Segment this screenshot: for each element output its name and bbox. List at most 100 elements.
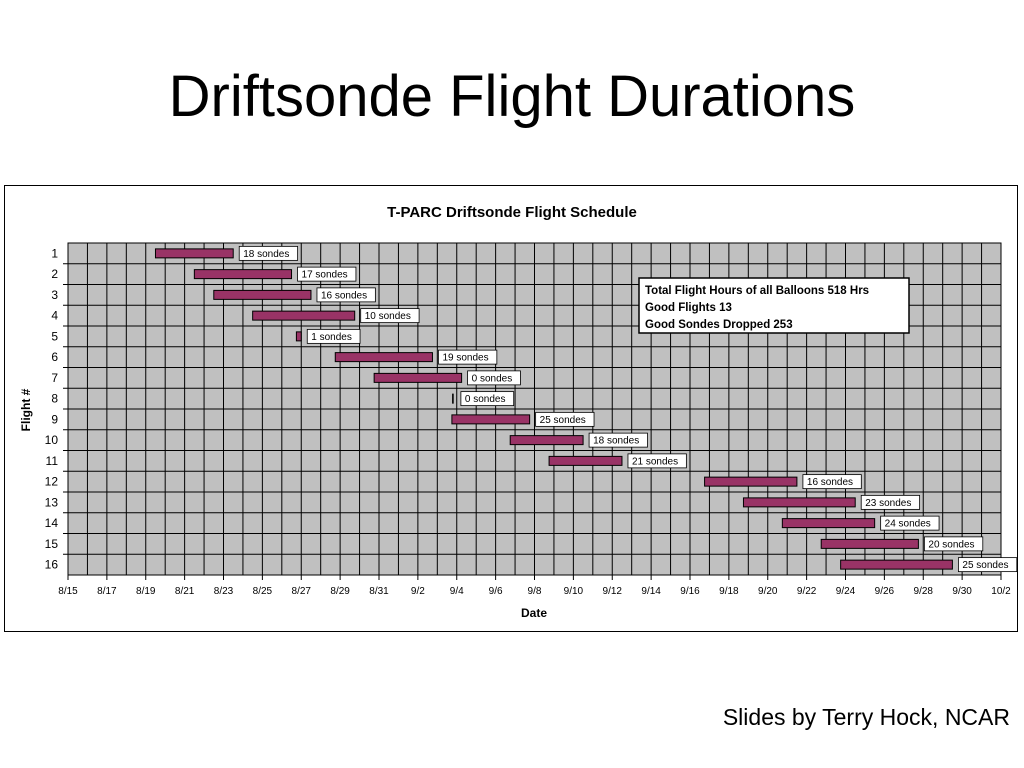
data-label: 18 sondes <box>593 436 639 447</box>
flight-bar <box>840 559 953 570</box>
x-tick-label: 8/15 <box>58 586 78 597</box>
y-tick-label: 7 <box>51 371 58 385</box>
data-label: 25 sondes <box>962 560 1008 571</box>
data-label-box <box>880 515 940 531</box>
y-tick-label: 9 <box>51 412 58 426</box>
y-tick-label: 11 <box>46 454 59 468</box>
flight-bar <box>781 518 876 529</box>
x-tick-label: 8/23 <box>214 586 234 597</box>
data-label-box <box>316 287 376 303</box>
y-tick-label: 15 <box>45 537 59 551</box>
data-label-box <box>860 494 921 510</box>
data-label: 20 sondes <box>928 539 974 550</box>
data-label-box <box>627 453 687 469</box>
x-tick-label: 8/21 <box>175 586 195 597</box>
y-tick-label: 2 <box>51 267 58 281</box>
y-tick-label: 10 <box>45 433 59 447</box>
x-tick-label: 8/19 <box>136 586 156 597</box>
flight-bar <box>451 414 531 425</box>
slide-title: Driftsonde Flight Durations <box>168 64 856 129</box>
x-tick-label: 9/26 <box>875 586 895 597</box>
data-label: 1 sondes <box>311 332 352 343</box>
plot-area: 8/15 8/17 8/19 8/21 8/23 8/25 8/27 8/29 8/31 9/2 9… <box>45 242 1017 597</box>
data-label: 23 sondes <box>865 498 911 509</box>
data-label-box <box>238 245 299 261</box>
x-tick-label: 8/31 <box>369 586 389 597</box>
x-tick-label: 9/16 <box>680 586 700 597</box>
data-label-box <box>306 328 361 344</box>
data-label-box <box>923 536 984 552</box>
x-tick-label: 9/14 <box>641 586 661 597</box>
data-label: 16 sondes <box>807 477 853 488</box>
x-tick-label: 9/12 <box>603 586 623 597</box>
x-tick-label: 10/2 <box>991 586 1011 597</box>
x-tick-label: 9/22 <box>797 586 817 597</box>
data-label: 17 sondes <box>302 270 348 281</box>
x-tick-label: 8/29 <box>330 586 350 597</box>
data-label-box <box>297 266 357 282</box>
slide-credit: Slides by Terry Hock, NCAR <box>722 704 1010 730</box>
flight-bar <box>154 248 234 259</box>
x-tick-label: 9/10 <box>564 586 584 597</box>
gantt-chart: T-PARC Driftsonde Flight Schedule 8/15 8/… <box>19 204 1017 620</box>
data-label-box <box>438 349 498 365</box>
data-label: 16 sondes <box>321 290 367 301</box>
data-label: 25 sondes <box>540 415 586 426</box>
summary-annotation-line: Total Flight Hours of all Balloons 518 H… <box>645 285 869 297</box>
flight-bar <box>509 435 584 446</box>
flight-bar <box>193 269 293 280</box>
x-tick-label: 9/30 <box>952 586 972 597</box>
x-tick-label: 8/27 <box>292 586 312 597</box>
data-label-box <box>802 474 862 490</box>
summary-annotation-line: Good Flights 13 <box>645 302 732 314</box>
x-tick-label: 9/18 <box>719 586 739 597</box>
chart-title: T-PARC Driftsonde Flight Schedule <box>387 204 637 221</box>
flight-bar <box>252 310 356 321</box>
x-tick-label: 9/20 <box>758 586 778 597</box>
flight-bar <box>704 476 798 487</box>
x-tick-label: 9/28 <box>914 586 934 597</box>
data-label: 19 sondes <box>442 353 488 364</box>
y-tick-label: 14 <box>45 516 59 530</box>
y-tick-label: 12 <box>45 475 59 489</box>
y-tick-label: 6 <box>51 350 58 364</box>
x-tick-label: 8/17 <box>97 586 117 597</box>
chart-frame: T-PARC Driftsonde Flight Schedule 8/15 8/… <box>4 185 1018 632</box>
y-axis-label: Flight # <box>19 388 33 431</box>
flight-bar <box>742 497 856 508</box>
x-tick-label: 9/8 <box>528 586 542 597</box>
data-label-box <box>460 391 515 407</box>
data-label-box <box>467 370 521 386</box>
y-tick-label: 3 <box>51 288 58 302</box>
x-tick-label: 9/2 <box>411 586 425 597</box>
flight-bar <box>295 331 302 342</box>
flight-bar <box>334 352 433 363</box>
x-tick-label: 9/4 <box>450 586 464 597</box>
flight-bar <box>820 538 919 549</box>
summary-annotation-box <box>638 277 910 334</box>
x-tick-label: 8/25 <box>253 586 273 597</box>
flight-bar <box>373 372 463 383</box>
data-label: 0 sondes <box>465 394 506 405</box>
y-tick-label: 1 <box>51 246 58 260</box>
x-tick-label: 9/6 <box>489 586 503 597</box>
y-tick-label: 16 <box>45 558 59 572</box>
data-label-box <box>588 432 648 448</box>
y-tick-label: 8 <box>51 392 58 406</box>
data-label: 0 sondes <box>472 373 513 384</box>
x-axis-label: Date <box>521 606 547 620</box>
data-label-box <box>958 557 1017 573</box>
data-label: 10 sondes <box>365 311 411 322</box>
y-tick-label: 4 <box>51 309 58 323</box>
flight-bar <box>213 289 312 300</box>
data-label-box <box>360 308 420 324</box>
data-label-box <box>535 411 595 427</box>
y-tick-label: 5 <box>51 329 58 343</box>
data-label: 21 sondes <box>632 456 678 467</box>
data-label: 18 sondes <box>243 249 289 260</box>
summary-annotation-line: Good Sondes Dropped 253 <box>645 319 793 331</box>
data-label: 24 sondes <box>885 519 931 530</box>
y-tick-label: 13 <box>45 495 59 509</box>
x-tick-label: 9/24 <box>836 586 856 597</box>
flight-bar <box>548 455 623 466</box>
